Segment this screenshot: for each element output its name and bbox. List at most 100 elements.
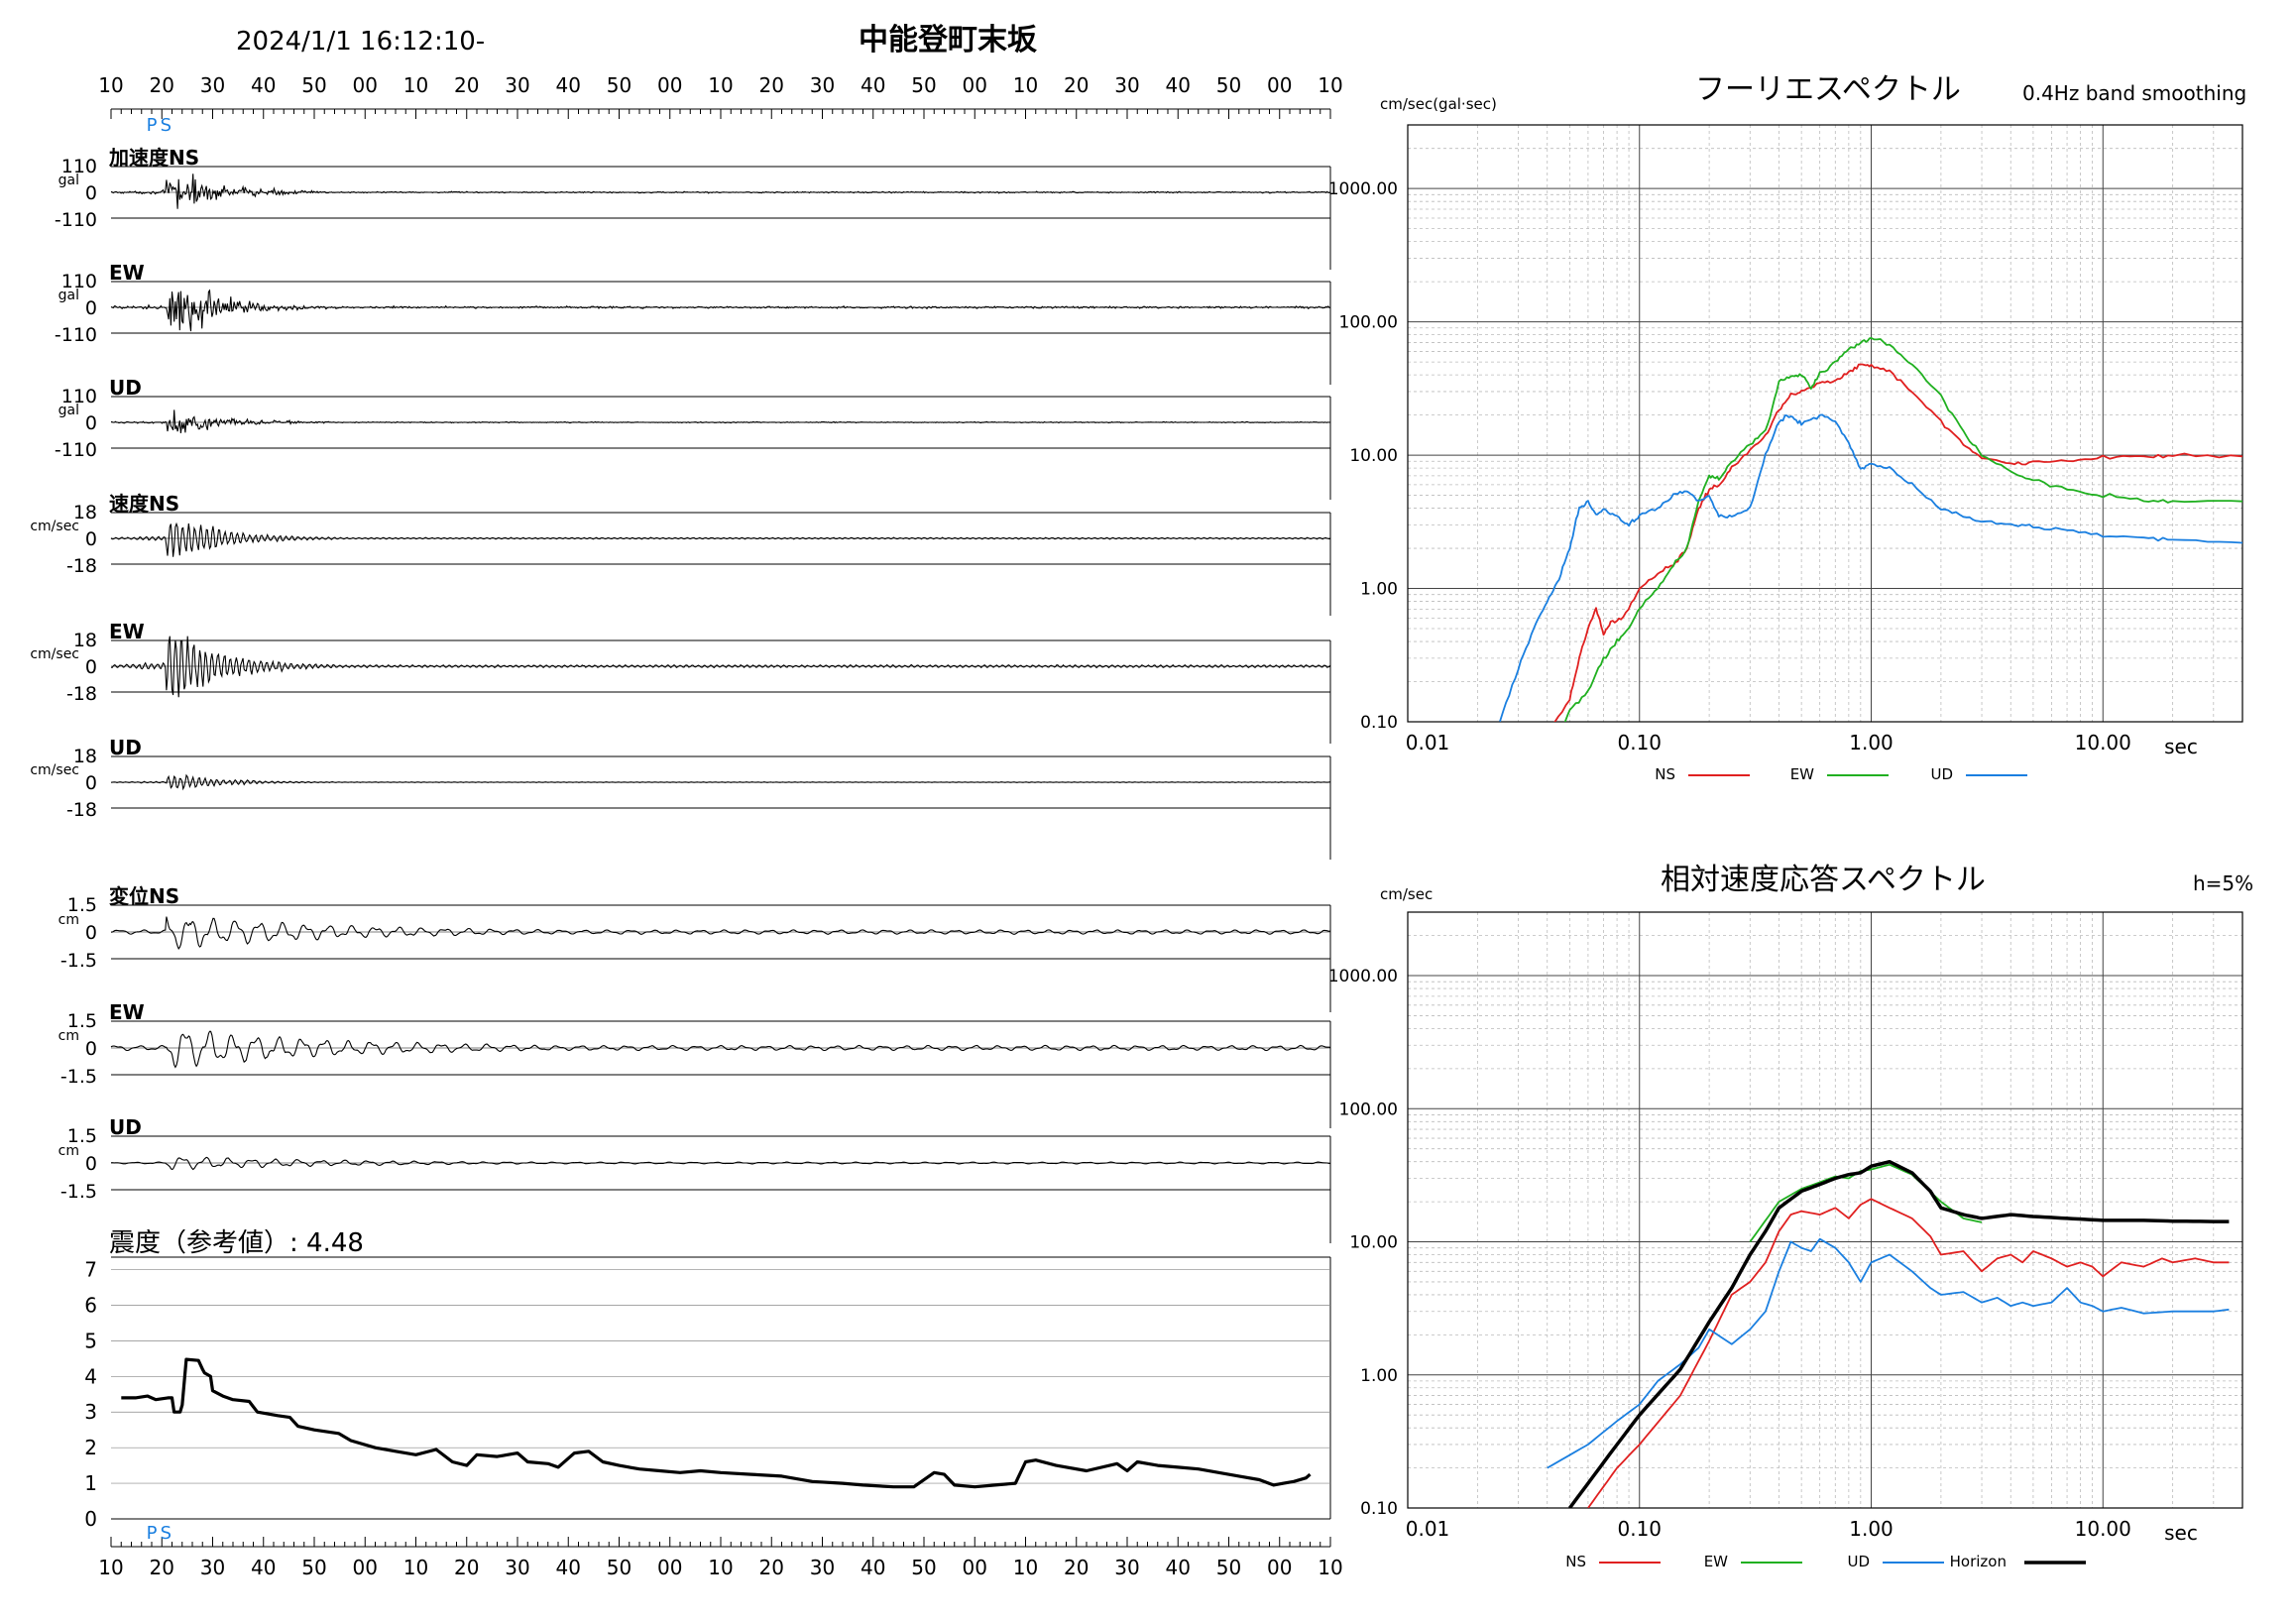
time-tick-label: 00 <box>657 73 682 97</box>
x-unit-label: sec <box>2164 735 2198 758</box>
intensity-tick-label: 3 <box>84 1400 97 1424</box>
time-tick-label: 30 <box>1114 73 1139 97</box>
time-tick-label: 20 <box>1064 73 1089 97</box>
fourier-spectrum-chart: 1000.00 100.00 10.00 1.00 0.10 0.01 0.10 1.00 10… <box>1328 124 2243 783</box>
panel-yzero: 0 <box>85 772 97 794</box>
waveform-trace <box>110 916 1331 950</box>
intensity-tick-label: 7 <box>84 1258 97 1282</box>
panel-unit: gal <box>58 403 79 418</box>
panel-unit: cm/sec <box>30 646 79 662</box>
waveform-panel-disp-ns: 変位NS 1.5 0 -1.5 cm <box>58 884 1331 1012</box>
panel-ymax: 110 <box>61 156 97 177</box>
time-tick-label: 30 <box>200 73 225 97</box>
series-line-ew <box>1563 336 2242 722</box>
response-title: 相対速度応答スペクトル <box>1661 863 1986 897</box>
x-unit-label: sec <box>2164 1521 2198 1545</box>
time-tick-label: 10 <box>403 1556 428 1579</box>
series-line-ns <box>1587 1198 2230 1508</box>
panel-label: UD <box>109 376 142 400</box>
panel-label: 加速度NS <box>108 146 199 170</box>
x-tick-label: 0.10 <box>1617 731 1662 754</box>
plot-frame <box>1407 911 2243 1509</box>
time-tick-label: 30 <box>505 73 529 97</box>
waveform-panel-vel-ud: UD 18 0 -18 cm/sec <box>30 736 1331 860</box>
panel-unit: cm/sec <box>30 519 79 534</box>
panel-ymax: 110 <box>61 386 97 407</box>
x-tick-label: 0.10 <box>1617 1517 1662 1541</box>
panel-ymax: 1.5 <box>67 1010 97 1032</box>
panel-label: EW <box>109 1000 145 1024</box>
panel-unit: cm <box>58 1143 79 1159</box>
waveform-trace <box>110 289 1331 332</box>
legend-label: UD <box>1847 1553 1870 1570</box>
time-tick-label: 50 <box>1216 1556 1241 1579</box>
waveform-trace <box>110 1156 1331 1171</box>
series-line-ns <box>1553 363 2242 722</box>
fourier-note: 0.4Hz band smoothing <box>2022 81 2246 105</box>
panel-label: 速度NS <box>109 492 179 516</box>
waveform-panel-vel-ew: EW 18 0 -18 cm/sec <box>30 620 1331 744</box>
time-tick-label: 20 <box>454 73 479 97</box>
x-tick-label: 0.01 <box>1406 1517 1450 1541</box>
waveform-trace <box>110 773 1331 791</box>
time-tick-label: 00 <box>353 1556 378 1579</box>
legend-label: NS <box>1655 765 1675 783</box>
waveform-panel-acc-ns: 加速度NS 110 0 -110 gal <box>55 146 1331 270</box>
legend-label: NS <box>1565 1553 1586 1570</box>
response-spectrum-chart: 1000.00 100.00 10.00 1.00 0.10 0.01 0.10 1.00 10… <box>1328 911 2243 1570</box>
panel-ymin: -1.5 <box>60 1181 97 1203</box>
time-tick-label: 50 <box>607 73 631 97</box>
x-tick-label: 1.00 <box>1849 1517 1894 1541</box>
time-tick-label: 00 <box>657 1556 682 1579</box>
time-tick-label: 40 <box>861 1556 885 1579</box>
panel-ymin: -1.5 <box>60 950 97 972</box>
fourier-yunit: cm/sec(gal·sec) <box>1380 95 1497 113</box>
panel-unit: cm/sec <box>30 762 79 778</box>
panel-label: 変位NS <box>109 884 179 908</box>
x-tick-label: 10.00 <box>2075 1517 2131 1541</box>
panel-ymax: 18 <box>73 746 97 767</box>
waveform-panel-disp-ew: EW 1.5 0 -1.5 cm <box>58 1000 1331 1128</box>
panel-yzero: 0 <box>85 528 97 550</box>
y-tick-label: 100.00 <box>1339 313 1398 333</box>
intensity-title: 震度（参考値）: 4.48 <box>109 1228 364 1258</box>
header-datetime: 2024/1/1 16:12:10- <box>236 27 485 57</box>
time-tick-label: 30 <box>1114 1556 1139 1579</box>
panel-yzero: 0 <box>85 297 97 319</box>
panel-ymax: 1.5 <box>67 1125 97 1147</box>
time-tick-label: 20 <box>454 1556 479 1579</box>
s-wave-marker: S <box>161 1523 172 1544</box>
waveform-trace <box>110 522 1331 557</box>
fourier-title: フーリエスペクトル <box>1695 72 1961 107</box>
waveform-panel-vel-ns: 速度NS 18 0 -18 cm/sec <box>30 492 1331 616</box>
y-tick-label: 10.00 <box>1349 446 1398 466</box>
time-tick-label: 20 <box>1064 1556 1089 1579</box>
time-tick-label: 50 <box>607 1556 631 1579</box>
series-line-ud <box>1547 1237 2230 1469</box>
time-tick-label: 40 <box>556 73 581 97</box>
time-tick-label: 10 <box>98 73 123 97</box>
panel-ymin: -110 <box>55 324 97 346</box>
time-tick-label: 30 <box>200 1556 225 1579</box>
time-axis-bottom: 10 20 30 40 50 00 10 20 30 40 50 00 10 20 30 40 50 00 10 20… <box>98 1523 1342 1579</box>
panel-yzero: 0 <box>85 1038 97 1060</box>
intensity-tick-label: 0 <box>84 1507 97 1531</box>
intensity-tick-label: 2 <box>84 1436 97 1459</box>
time-tick-label: 50 <box>301 73 326 97</box>
panel-ymin: -18 <box>66 555 97 577</box>
y-tick-label: 1000.00 <box>1328 967 1398 986</box>
series-group <box>1499 336 2242 722</box>
y-tick-label: 0.10 <box>1360 1499 1398 1519</box>
time-tick-label: 50 <box>1216 73 1241 97</box>
waveform-trace <box>110 636 1331 698</box>
panel-ymax: 1.5 <box>67 894 97 916</box>
x-tick-label: 1.00 <box>1849 731 1894 754</box>
panel-ymin: -1.5 <box>60 1066 97 1088</box>
time-tick-label: 00 <box>963 1556 987 1579</box>
panel-unit: gal <box>58 173 79 188</box>
y-tick-label: 1.00 <box>1360 580 1398 600</box>
y-tick-label: 0.10 <box>1360 713 1398 733</box>
legend-label: EW <box>1790 765 1814 783</box>
panel-ymax: 110 <box>61 271 97 292</box>
